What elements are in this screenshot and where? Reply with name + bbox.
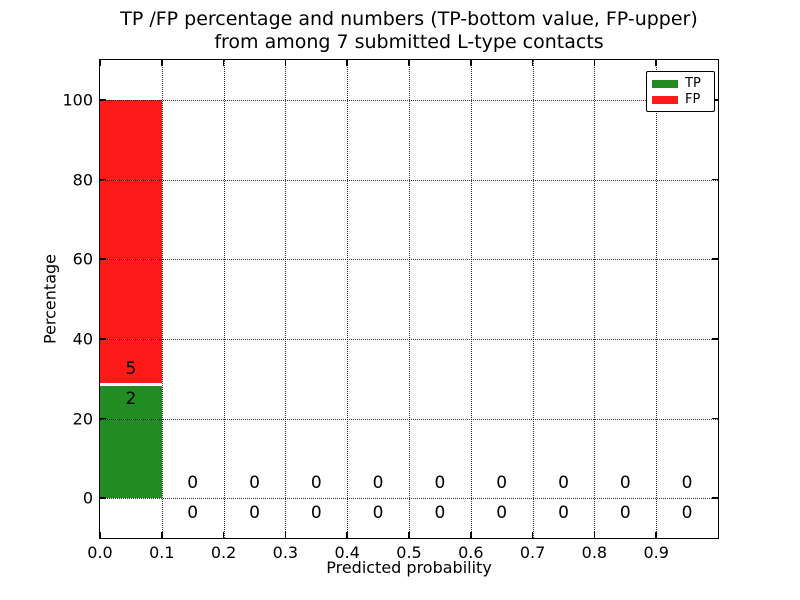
gridline-vertical: [594, 60, 596, 538]
fp-count-label: 0: [558, 473, 569, 494]
y-tick-mark: [100, 99, 106, 101]
gridline-horizontal: [100, 179, 718, 181]
legend-label-fp: FP: [685, 92, 701, 107]
gridline-vertical: [470, 60, 472, 538]
gridline-vertical: [656, 60, 658, 538]
x-tick-mark: [531, 532, 534, 538]
y-tick-mark: [100, 497, 106, 499]
legend-item-tp: TP: [652, 77, 709, 90]
y-tick-mark: [100, 258, 106, 260]
fp-count-label: 5: [125, 359, 137, 380]
y-tick-mark: [712, 99, 718, 101]
gridline-vertical: [532, 60, 534, 538]
plot-inner: 5 2 0 0 0 0 0 0 0 0 0 0 0 0 0 0 0 0 0 0: [99, 60, 718, 538]
fp-legend-swatch: [652, 95, 678, 104]
x-tick-mark: [470, 532, 472, 538]
legend: TP FP: [646, 71, 715, 112]
x-tick-label: 0.9: [643, 543, 669, 562]
fp-count-label: 0: [496, 473, 508, 494]
y-tick-label: 40: [72, 329, 93, 349]
x-tick-mark: [284, 532, 287, 538]
fp-count-label: 0: [681, 473, 693, 494]
x-tick-mark: [655, 60, 657, 66]
y-tick-mark: [712, 178, 718, 181]
x-tick-mark: [346, 60, 348, 66]
y-tick-mark: [100, 417, 106, 420]
fp-count-label: 0: [187, 473, 199, 494]
tp-count-label: 2: [125, 389, 137, 410]
legend-item-fp: FP: [652, 93, 709, 106]
fp-count-label: 0: [249, 473, 260, 494]
fp-count-label: 0: [310, 473, 322, 494]
tp-count-label: 0: [187, 503, 199, 524]
fp-count-label: 0: [619, 473, 631, 494]
tp-legend-swatch: [652, 79, 678, 88]
x-axis-label: Predicted probability: [326, 558, 492, 577]
x-tick-label: 0.1: [149, 543, 175, 562]
x-tick-label: 0.6: [458, 543, 484, 562]
tp-count-label: 0: [558, 503, 569, 524]
y-tick-label: 0: [82, 488, 93, 508]
y-tick-mark: [712, 497, 718, 499]
y-tick-mark: [712, 338, 718, 340]
tp-count-label: 0: [249, 503, 260, 524]
gridline-vertical: [223, 60, 225, 538]
tp-count-label: 0: [619, 503, 631, 524]
fp-count-label: 0: [372, 473, 384, 494]
legend-label-tp: TP: [685, 76, 701, 91]
y-tick-mark: [100, 178, 106, 181]
bar-segment-tp: [100, 384, 162, 499]
x-tick-label: 0.5: [396, 543, 422, 562]
y-tick-mark: [712, 417, 718, 420]
x-tick-mark: [161, 532, 163, 538]
gridline-vertical: [161, 60, 163, 538]
gridline-vertical: [409, 60, 410, 538]
y-tick-label: 60: [72, 249, 93, 269]
gridline-vertical: [285, 60, 287, 538]
fp-count-label: 0: [434, 473, 446, 494]
x-tick-mark: [346, 532, 348, 538]
gridline-vertical: [347, 60, 349, 538]
x-tick-mark: [593, 532, 596, 538]
y-tick-label: 80: [72, 170, 93, 189]
bar-segment-separator: [100, 383, 162, 386]
gridline-horizontal: [100, 259, 718, 261]
x-tick-mark: [99, 532, 101, 538]
x-tick-mark: [470, 60, 472, 66]
x-tick-label: 0.0: [87, 543, 113, 562]
tp-count-label: 0: [434, 503, 446, 524]
plot-area: 5 2 0 0 0 0 0 0 0 0 0 0 0 0 0 0 0 0 0 0: [99, 59, 719, 539]
x-tick-mark: [655, 532, 657, 538]
x-tick-label: 0.2: [210, 543, 237, 562]
tp-count-label: 0: [496, 503, 508, 524]
tp-count-label: 0: [310, 503, 322, 524]
gridline-horizontal: [100, 418, 718, 420]
gridline-horizontal: [100, 498, 718, 500]
x-tick-mark: [222, 532, 225, 538]
x-tick-mark: [222, 60, 225, 66]
x-tick-mark: [531, 60, 534, 66]
bar-segment-fp: [100, 99, 162, 385]
x-tick-mark: [284, 60, 287, 66]
x-tick-mark: [408, 60, 410, 66]
y-tick-label: 20: [72, 409, 93, 428]
x-tick-label: 0.7: [519, 543, 546, 562]
x-tick-mark: [408, 532, 410, 538]
y-tick-mark: [712, 258, 718, 260]
y-tick-label: 100: [62, 90, 93, 110]
tp-count-label: 0: [681, 503, 693, 524]
x-tick-label: 0.4: [334, 543, 360, 562]
chart-title: TP /FP percentage and numbers (TP-bottom…: [120, 8, 698, 53]
x-tick-mark: [99, 60, 101, 66]
x-tick-mark: [161, 60, 163, 66]
tp-count-label: 0: [372, 503, 384, 524]
y-tick-mark: [100, 338, 106, 340]
x-tick-mark: [593, 60, 596, 66]
gridline-horizontal: [100, 99, 718, 101]
x-tick-label: 0.3: [272, 543, 299, 562]
x-tick-label: 0.8: [581, 543, 608, 562]
gridline-horizontal: [100, 338, 718, 340]
